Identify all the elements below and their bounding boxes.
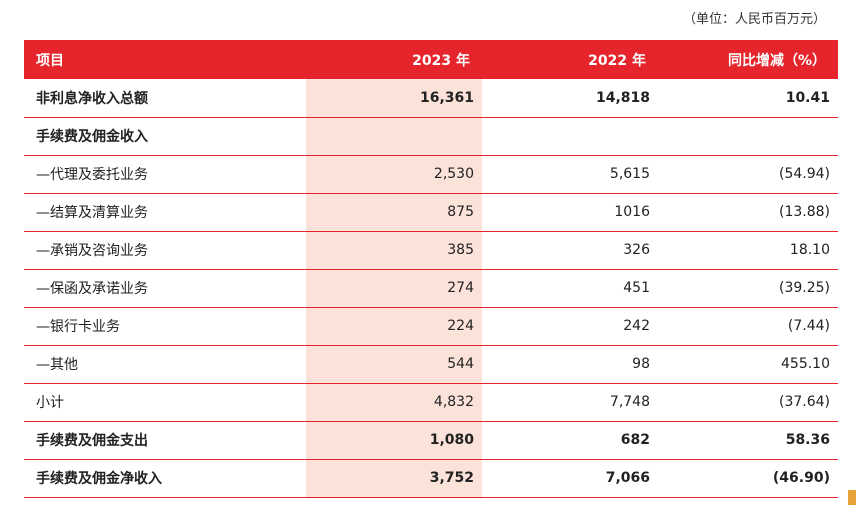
value-change: (39.25) bbox=[778, 280, 830, 296]
row-label: —代理及委托业务 bbox=[36, 167, 148, 183]
row-label: —其他 bbox=[36, 357, 78, 373]
value-2022: 242 bbox=[623, 318, 650, 334]
value-2022: 1016 bbox=[614, 204, 650, 220]
table-row: —承销及咨询业务 385 326 18.10 bbox=[24, 231, 838, 269]
table-row: 非利息净收入总额 16,361 14,818 10.41 bbox=[24, 79, 838, 117]
income-table: 项目 2023 年 2022 年 同比增减（%） 非利息净收入总额 16,361 1… bbox=[24, 40, 838, 498]
value-2022: 326 bbox=[623, 242, 650, 258]
value-change: (54.94) bbox=[778, 166, 830, 182]
table-header-row: 项目 2023 年 2022 年 同比增减（%） bbox=[24, 40, 838, 79]
value-change: 455.10 bbox=[781, 356, 830, 372]
row-label: 非利息净收入总额 bbox=[36, 90, 148, 107]
header-2023: 2023 年 bbox=[412, 52, 470, 69]
table-row: 手续费及佣金净收入 3,752 7,066 (46.90) bbox=[24, 459, 838, 497]
value-change: 10.41 bbox=[785, 89, 830, 106]
row-label: —保函及承诺业务 bbox=[36, 281, 148, 297]
table-row: 手续费及佣金收入 bbox=[24, 117, 838, 155]
value-2023: 875 bbox=[306, 193, 482, 231]
row-label: —结算及清算业务 bbox=[36, 205, 148, 221]
value-change: (7.44) bbox=[787, 318, 830, 334]
table-row: —保函及承诺业务 274 451 (39.25) bbox=[24, 269, 838, 307]
unit-note: （单位：人民币百万元） bbox=[682, 12, 826, 27]
table-row: —其他 544 98 455.10 bbox=[24, 345, 838, 383]
page-edge-mark bbox=[848, 490, 856, 505]
value-change: (46.90) bbox=[772, 470, 830, 486]
value-2022: 451 bbox=[623, 280, 650, 296]
row-label: 手续费及佣金收入 bbox=[36, 129, 148, 145]
table-row: 手续费及佣金支出 1,080 682 58.36 bbox=[24, 421, 838, 459]
value-2022 bbox=[482, 117, 658, 155]
value-2023: 274 bbox=[306, 269, 482, 307]
row-label: 小计 bbox=[36, 395, 64, 411]
header-change: 同比增减（%） bbox=[727, 52, 826, 69]
row-label: 手续费及佣金支出 bbox=[36, 433, 148, 449]
value-change: (37.64) bbox=[778, 394, 830, 410]
value-2023: 224 bbox=[306, 307, 482, 345]
value-change: 18.10 bbox=[789, 242, 830, 258]
table-row: —结算及清算业务 875 1016 (13.88) bbox=[24, 193, 838, 231]
value-2022: 5,615 bbox=[609, 166, 650, 182]
row-label: —承销及咨询业务 bbox=[36, 243, 148, 259]
value-2023: 1,080 bbox=[306, 421, 482, 459]
value-2022: 14,818 bbox=[595, 89, 650, 106]
value-2023 bbox=[306, 117, 482, 155]
value-2023: 544 bbox=[306, 345, 482, 383]
value-2022: 98 bbox=[632, 356, 650, 372]
table-row: —银行卡业务 224 242 (7.44) bbox=[24, 307, 838, 345]
table-row: 小计 4,832 7,748 (37.64) bbox=[24, 383, 838, 421]
row-label: 手续费及佣金净收入 bbox=[36, 471, 162, 487]
row-label: —银行卡业务 bbox=[36, 319, 120, 335]
header-item: 项目 bbox=[36, 52, 64, 69]
value-2022: 7,748 bbox=[609, 394, 650, 410]
value-2023: 4,832 bbox=[306, 383, 482, 421]
value-2022: 7,066 bbox=[605, 470, 650, 486]
value-change: 58.36 bbox=[785, 432, 830, 448]
value-change bbox=[658, 117, 838, 155]
value-2023: 16,361 bbox=[306, 79, 482, 117]
value-2022: 682 bbox=[620, 432, 650, 448]
table-row: —代理及委托业务 2,530 5,615 (54.94) bbox=[24, 155, 838, 193]
header-2022: 2022 年 bbox=[588, 52, 646, 69]
value-change: (13.88) bbox=[778, 204, 830, 220]
value-2023: 2,530 bbox=[306, 155, 482, 193]
value-2023: 3,752 bbox=[306, 459, 482, 497]
value-2023: 385 bbox=[306, 231, 482, 269]
